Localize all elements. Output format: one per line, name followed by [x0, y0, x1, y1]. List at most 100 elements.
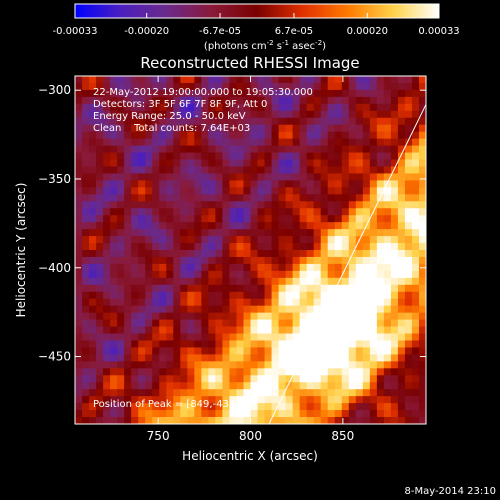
heatmap-cell	[75, 187, 83, 195]
heatmap-cell	[75, 103, 83, 112]
heatmap-cell	[145, 347, 153, 355]
heatmap-cell	[369, 382, 378, 390]
heatmap-cell	[418, 270, 426, 279]
heatmap-cell	[166, 229, 174, 237]
heatmap-cell	[131, 284, 139, 293]
heatmap-cell	[159, 124, 167, 133]
heatmap-cell	[271, 417, 280, 424]
heatmap-cell	[117, 375, 125, 383]
heatmap-cell	[82, 319, 90, 328]
heatmap-cell	[418, 180, 426, 188]
heatmap-cell	[348, 263, 357, 272]
heatmap-cell	[327, 319, 336, 328]
heatmap-cell	[369, 82, 378, 91]
heatmap-cell	[187, 110, 195, 119]
heatmap-cell	[159, 347, 167, 355]
heatmap-cell	[327, 312, 336, 321]
heatmap-cell	[299, 194, 308, 202]
heatmap-cell	[250, 180, 259, 188]
heatmap-cell	[89, 96, 97, 105]
heatmap-cell	[152, 277, 160, 286]
heatmap-cell	[89, 76, 97, 84]
heatmap-cell	[173, 284, 181, 293]
heatmap-cell	[306, 76, 315, 84]
heatmap-cell	[362, 277, 371, 286]
heatmap-cell	[327, 215, 336, 223]
heatmap-cell	[159, 284, 167, 293]
heatmap-cell	[208, 389, 216, 397]
heatmap-cell	[187, 229, 195, 237]
heatmap-cell	[173, 138, 181, 147]
heatmap-cell	[397, 96, 406, 105]
heatmap-cell	[355, 117, 364, 126]
heatmap-cell	[369, 124, 378, 133]
heatmap-cell	[96, 229, 104, 237]
heatmap-cell	[334, 263, 343, 272]
heatmap-cell	[215, 368, 223, 376]
heatmap-cell	[208, 243, 216, 251]
heatmap-cell	[131, 256, 139, 265]
heatmap-cell	[159, 410, 167, 418]
heatmap-cell	[229, 89, 237, 98]
heatmap-cell	[110, 403, 118, 411]
heatmap-cell	[236, 277, 244, 286]
heatmap-cell	[418, 389, 426, 397]
heatmap-cell	[348, 326, 357, 335]
heatmap-cell	[222, 187, 230, 195]
heatmap-cell	[355, 187, 364, 195]
heatmap-cell	[96, 159, 104, 167]
heatmap-cell	[376, 305, 385, 314]
heatmap-cell	[369, 403, 378, 411]
heatmap-cell	[117, 382, 125, 390]
heatmap-cell	[411, 76, 420, 84]
heatmap-cell	[194, 396, 202, 404]
heatmap-cell	[397, 340, 406, 348]
heatmap-cell	[103, 180, 111, 188]
heatmap-cell	[271, 291, 280, 300]
heatmap-cell	[236, 333, 244, 341]
heatmap-cell	[306, 236, 315, 244]
heatmap-cell	[362, 340, 371, 348]
heatmap-cell	[376, 375, 385, 383]
heatmap-cell	[306, 333, 315, 341]
heatmap-cell	[236, 417, 244, 424]
heatmap-cell	[327, 180, 336, 188]
heatmap-cell	[292, 417, 301, 424]
heatmap-cell	[327, 138, 336, 147]
heatmap-cell	[215, 382, 223, 390]
heatmap-cell	[341, 124, 350, 133]
heatmap-cell	[89, 243, 97, 251]
heatmap-cell	[348, 110, 357, 119]
heatmap-cell	[187, 194, 195, 202]
heatmap-cell	[418, 243, 426, 251]
heatmap-cell	[173, 194, 181, 202]
heatmap-cell	[215, 319, 223, 328]
heatmap-cell	[320, 326, 329, 335]
heatmap-cell	[411, 354, 420, 362]
heatmap-cell	[285, 208, 294, 216]
heatmap-cell	[383, 291, 392, 300]
heatmap-cell	[180, 340, 188, 348]
heatmap-cell	[264, 277, 273, 286]
heatmap-cell	[166, 194, 174, 202]
heatmap-cell	[334, 403, 343, 411]
heatmap-cell	[299, 368, 308, 376]
heatmap-cell	[138, 222, 146, 230]
heatmap-cell	[369, 173, 378, 181]
heatmap-cell	[236, 131, 244, 140]
heatmap-cell	[334, 333, 343, 341]
heatmap-cell	[369, 417, 378, 424]
heatmap-cell	[215, 298, 223, 307]
heatmap-cell	[285, 201, 294, 209]
heatmap-cell	[362, 166, 371, 174]
heatmap-cell	[250, 250, 259, 258]
heatmap-cell	[173, 354, 181, 362]
heatmap-cell	[96, 354, 104, 362]
heatmap-cell	[285, 236, 294, 244]
heatmap-cell	[103, 103, 111, 112]
heatmap-cell	[320, 215, 329, 223]
heatmap-cell	[390, 312, 399, 321]
heatmap-cell	[75, 229, 83, 237]
heatmap-cell	[222, 326, 230, 335]
heatmap-cell	[257, 194, 266, 202]
